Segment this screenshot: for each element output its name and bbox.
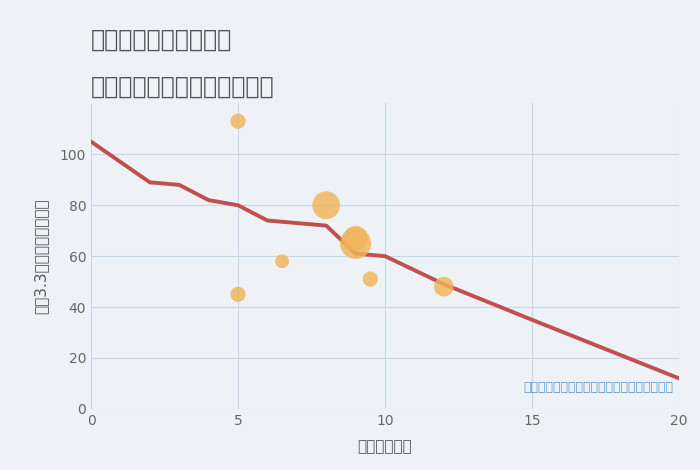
Text: 駅距離別中古マンション価格: 駅距離別中古マンション価格 [91,75,274,99]
Text: 福岡県太宰府市白川の: 福岡県太宰府市白川の [91,28,232,52]
Point [365,275,376,283]
Point [350,235,361,242]
Y-axis label: 坪（3.3㎡）単価（万円）: 坪（3.3㎡）単価（万円） [34,198,49,314]
Point [350,240,361,247]
Point [232,118,244,125]
Point [321,202,332,209]
Point [276,258,288,265]
Point [438,283,449,290]
Point [232,290,244,298]
Text: 円の大きさは、取引のあった物件面積を示す: 円の大きさは、取引のあった物件面積を示す [523,381,673,394]
X-axis label: 駅距離（分）: 駅距離（分） [358,439,412,454]
